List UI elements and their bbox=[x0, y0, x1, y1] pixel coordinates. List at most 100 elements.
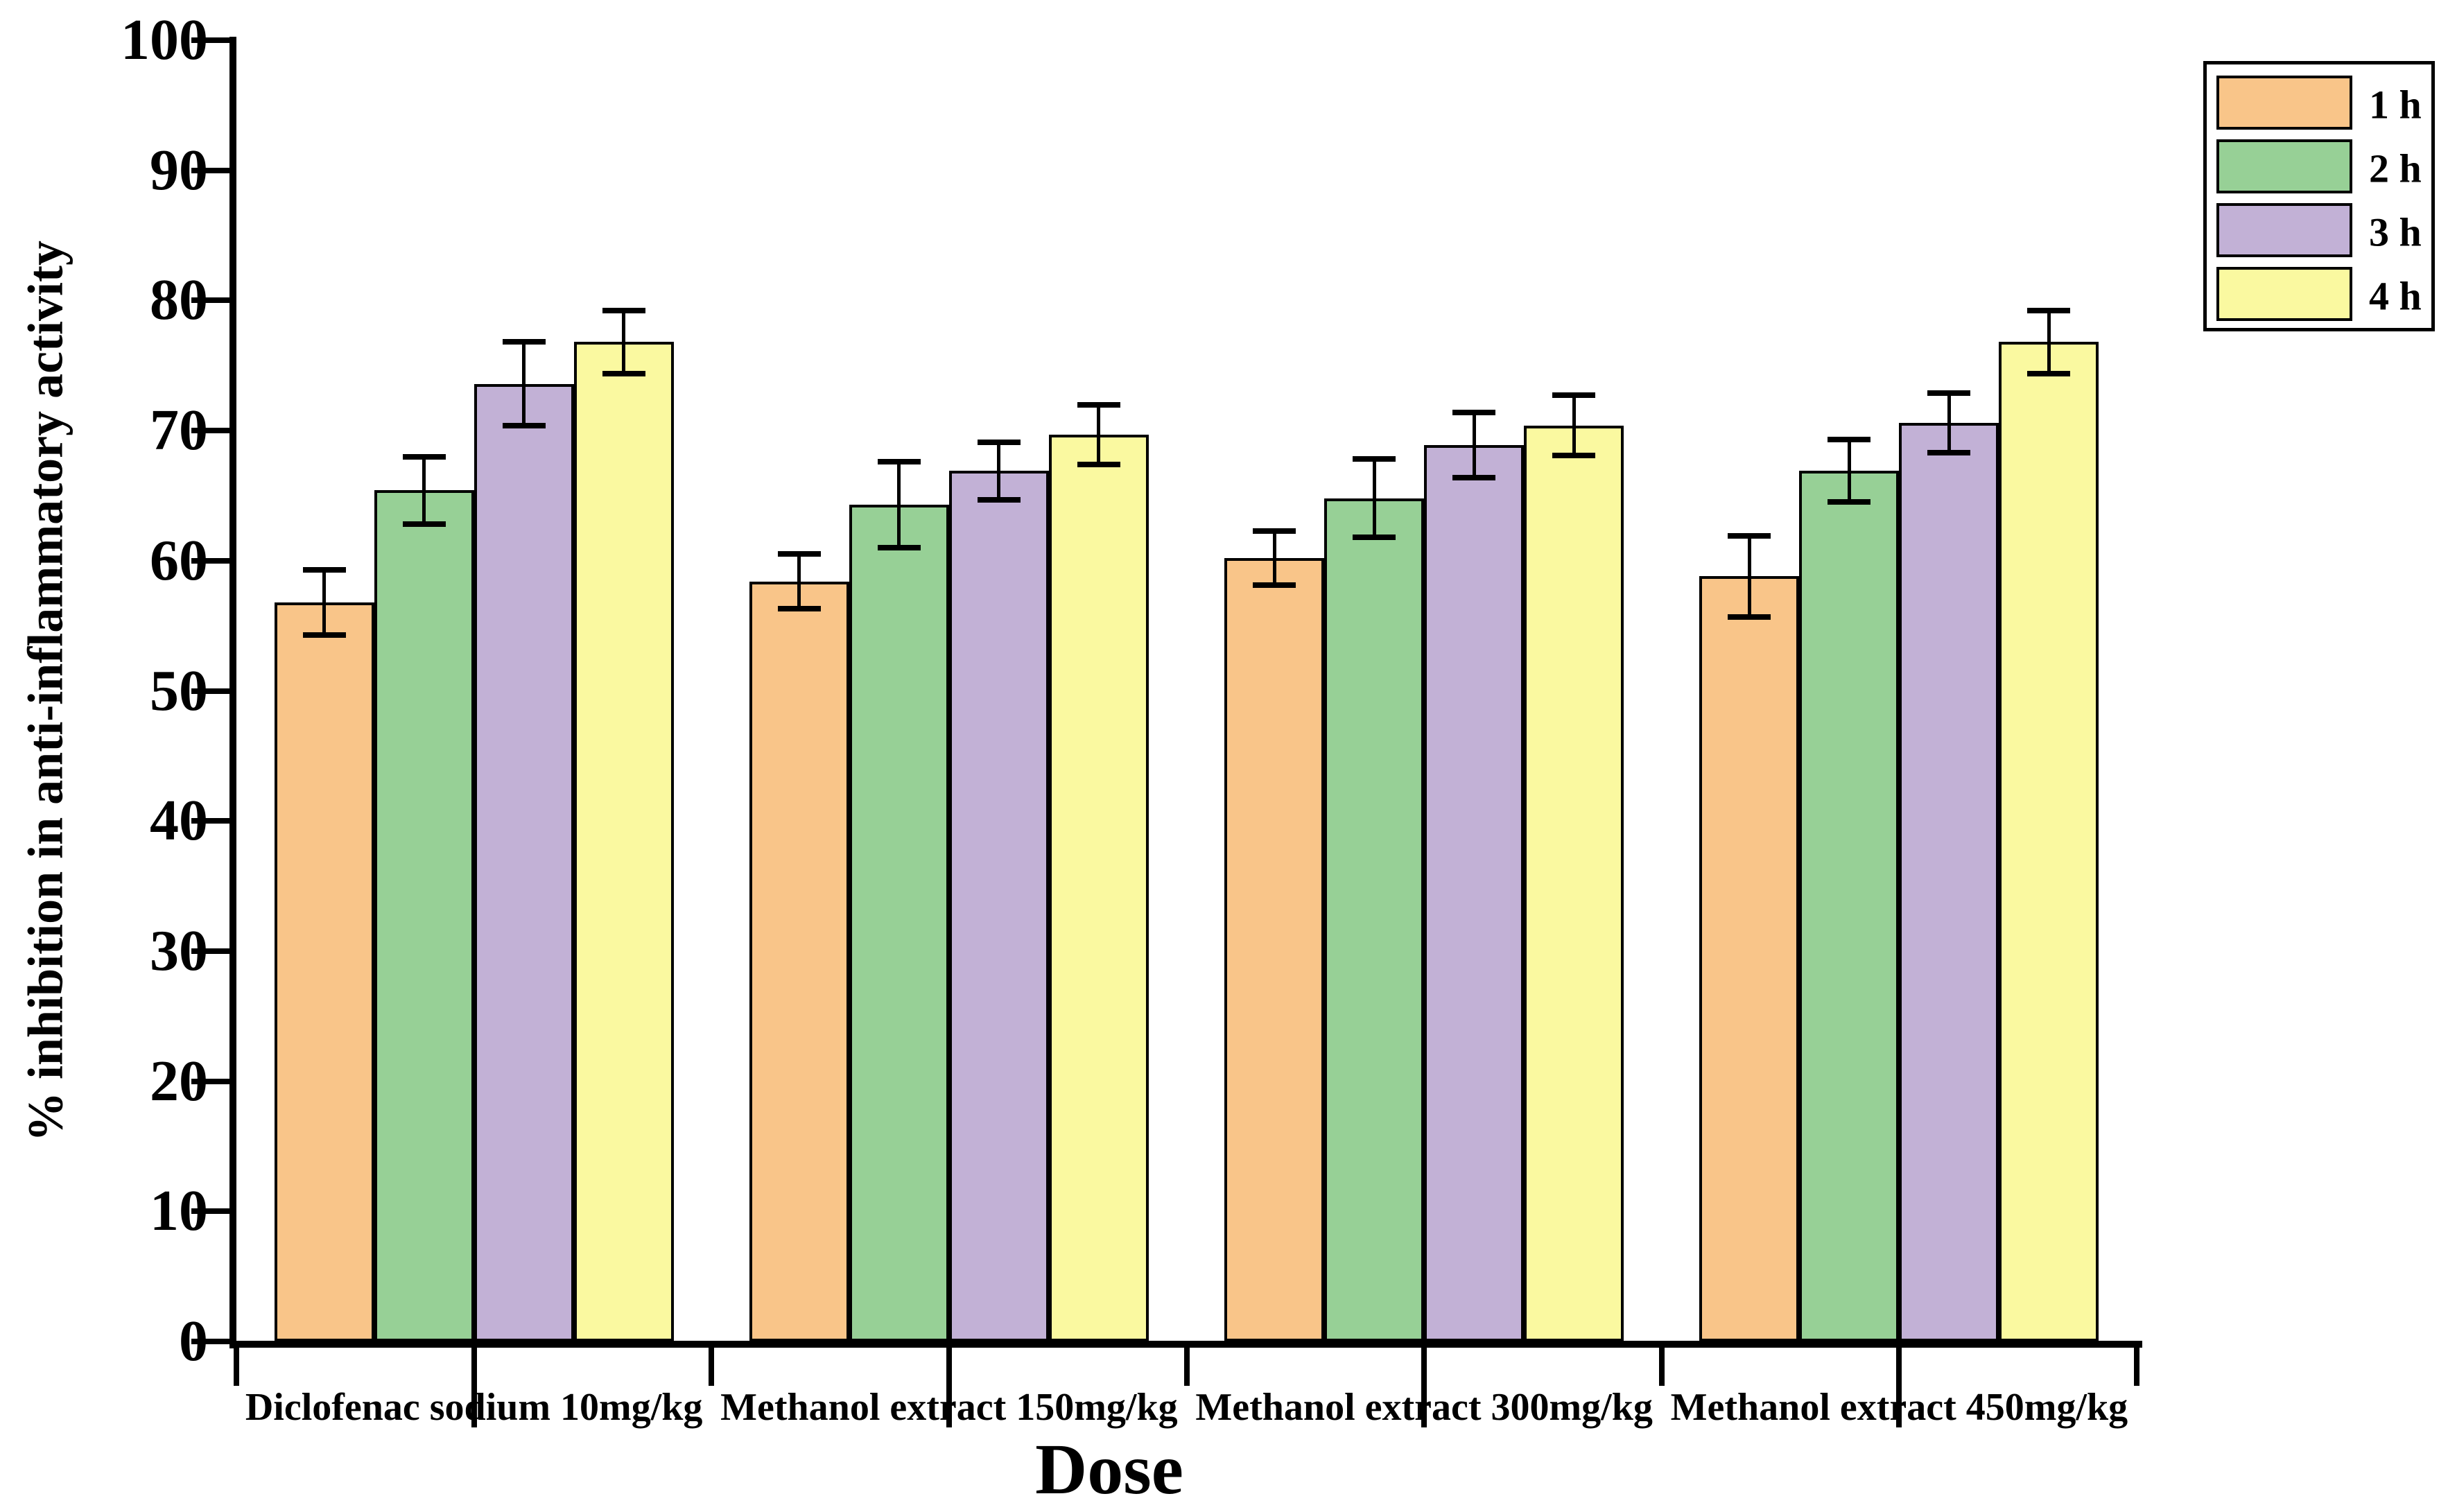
error-bar-cap-bottom bbox=[602, 370, 645, 376]
error-bar-line bbox=[622, 311, 626, 374]
error-bar-cap-bottom bbox=[2027, 370, 2071, 376]
error-bar-cap-top bbox=[777, 551, 821, 557]
legend-label: 4 h bbox=[2369, 273, 2422, 319]
y-tick bbox=[191, 1208, 229, 1215]
error-bar-cap-bottom bbox=[877, 545, 921, 551]
legend-row: 3 h bbox=[2216, 200, 2431, 264]
error-bar-line bbox=[522, 342, 526, 426]
legend-label: 1 h bbox=[2369, 82, 2422, 128]
error-bar-cap-top bbox=[1728, 533, 1771, 539]
error-bar-cap-bottom bbox=[502, 422, 546, 428]
y-tick-label: 50 bbox=[150, 658, 208, 723]
error-bar-line bbox=[1272, 530, 1276, 586]
legend-swatch-4h bbox=[2216, 267, 2352, 321]
y-tick bbox=[191, 1078, 229, 1084]
category-label: Diclofenac sodium 10mg/kg bbox=[245, 1386, 703, 1429]
x-center-tick bbox=[946, 1348, 952, 1427]
y-tick-label: 20 bbox=[150, 1048, 208, 1113]
error-bar-line bbox=[1747, 536, 1751, 617]
x-boundary-tick bbox=[1658, 1348, 1665, 1386]
y-tick-label: 40 bbox=[150, 788, 208, 853]
error-bar-cap-top bbox=[2027, 308, 2071, 314]
y-axis-spine bbox=[229, 37, 236, 1348]
error-bar-line bbox=[1572, 395, 1576, 455]
error-bar-cap-bottom bbox=[977, 496, 1021, 503]
bar-3h-cat1 bbox=[474, 383, 574, 1341]
legend-row: 4 h bbox=[2216, 264, 2431, 328]
error-bar-line bbox=[797, 554, 801, 609]
bar-3h-cat3 bbox=[1424, 444, 1525, 1341]
y-tick-label: 100 bbox=[121, 8, 208, 72]
error-bar-cap-top bbox=[1353, 456, 1396, 462]
y-tick-label: 90 bbox=[150, 137, 208, 202]
error-bar-cap-top bbox=[1253, 528, 1296, 534]
x-boundary-tick bbox=[2134, 1348, 2139, 1386]
x-axis-spine bbox=[229, 1341, 2142, 1348]
error-bar-line bbox=[1947, 392, 1951, 453]
y-axis-title: % inhibition in anti-inflammatory activi… bbox=[17, 240, 73, 1142]
y-tick bbox=[191, 428, 229, 434]
bar-4h-cat3 bbox=[1524, 425, 1624, 1341]
legend: 1 h 2 h 3 h 4 h bbox=[2203, 61, 2435, 331]
bar-2h-cat3 bbox=[1324, 498, 1425, 1341]
y-tick bbox=[191, 557, 229, 564]
error-bar-cap-top bbox=[977, 439, 1021, 445]
error-bar-line bbox=[322, 569, 327, 635]
error-bar-line bbox=[997, 442, 1001, 500]
y-tick bbox=[191, 948, 229, 954]
category-label: Methanol extract 450mg/kg bbox=[1670, 1386, 2128, 1429]
error-bar-line bbox=[1847, 440, 1851, 503]
y-tick bbox=[191, 688, 229, 694]
error-bar-cap-top bbox=[1552, 392, 1596, 399]
bar-2h-cat2 bbox=[849, 505, 949, 1341]
error-bar-line bbox=[897, 462, 901, 548]
bar-3h-cat2 bbox=[948, 471, 1049, 1341]
error-bar-cap-top bbox=[1927, 390, 1971, 396]
bar-4h-cat1 bbox=[573, 342, 674, 1341]
error-bar-cap-bottom bbox=[1077, 461, 1120, 467]
error-bar-cap-top bbox=[877, 459, 921, 465]
legend-label: 3 h bbox=[2369, 209, 2422, 255]
x-boundary-tick bbox=[709, 1348, 715, 1386]
x-center-tick bbox=[471, 1348, 477, 1427]
error-bar-line bbox=[1472, 412, 1476, 478]
legend-swatch-2h bbox=[2216, 139, 2352, 193]
category-label: Methanol extract 300mg/kg bbox=[1195, 1386, 1653, 1429]
y-tick-label: 80 bbox=[150, 268, 208, 333]
error-bar-cap-bottom bbox=[1452, 474, 1496, 480]
legend-swatch-1h bbox=[2216, 76, 2352, 130]
bar-2h-cat4 bbox=[1799, 471, 1900, 1341]
category-label: Methanol extract 150mg/kg bbox=[720, 1386, 1178, 1429]
y-tick-label: 70 bbox=[150, 398, 208, 463]
legend-swatch-3h bbox=[2216, 203, 2352, 257]
error-bar-cap-top bbox=[602, 308, 645, 314]
error-bar-line bbox=[1097, 404, 1101, 464]
bar-1h-cat3 bbox=[1224, 558, 1325, 1341]
error-bar-cap-bottom bbox=[302, 632, 346, 638]
y-tick bbox=[191, 37, 229, 43]
bar-4h-cat4 bbox=[1999, 342, 2099, 1341]
bar-2h-cat1 bbox=[374, 490, 474, 1341]
error-bar-cap-bottom bbox=[1828, 499, 1871, 505]
error-bar-cap-top bbox=[502, 339, 546, 345]
error-bar-cap-top bbox=[1828, 437, 1871, 443]
y-tick bbox=[191, 1339, 229, 1344]
y-tick bbox=[191, 818, 229, 824]
error-bar-cap-bottom bbox=[1253, 582, 1296, 589]
bar-1h-cat4 bbox=[1699, 576, 1800, 1341]
error-bar-cap-top bbox=[1077, 401, 1120, 408]
x-axis-title: Dose bbox=[1035, 1430, 1183, 1509]
error-bar-line bbox=[422, 456, 426, 525]
error-bar-cap-bottom bbox=[1927, 450, 1971, 455]
bar-3h-cat4 bbox=[1899, 422, 1999, 1341]
error-bar-line bbox=[2047, 311, 2051, 374]
error-bar-cap-top bbox=[302, 566, 346, 573]
bar-1h-cat2 bbox=[749, 581, 849, 1341]
error-bar-cap-bottom bbox=[1552, 452, 1596, 458]
y-tick-label: 60 bbox=[150, 528, 208, 593]
error-bar-line bbox=[1372, 459, 1376, 537]
y-tick-label: 0 bbox=[179, 1309, 208, 1373]
legend-row: 2 h bbox=[2216, 137, 2431, 200]
x-center-tick bbox=[1421, 1348, 1427, 1427]
